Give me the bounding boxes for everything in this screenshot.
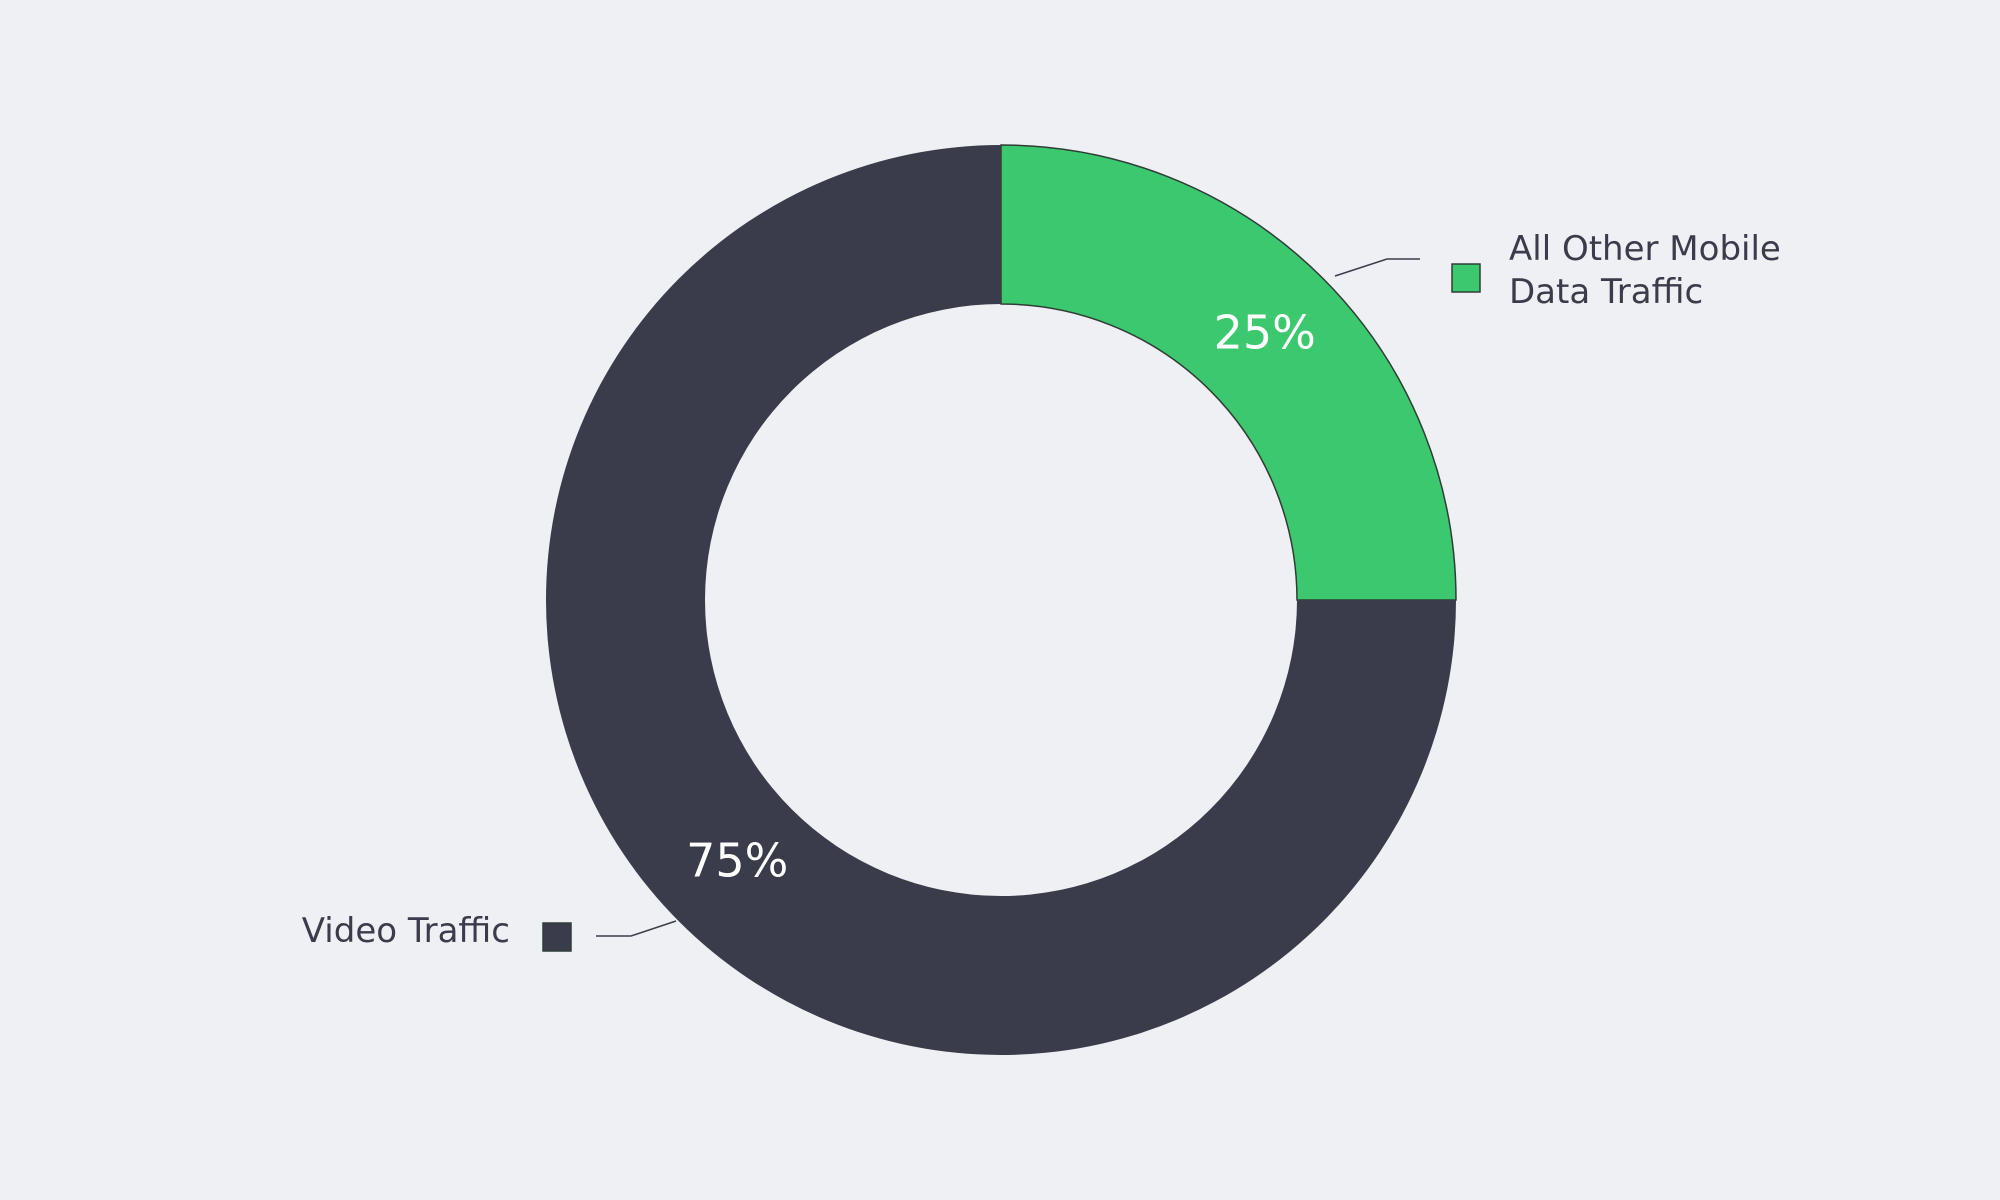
value-label: 25% (1214, 306, 1316, 360)
donut-slice (1000, 144, 1457, 601)
legend-swatch (542, 922, 572, 952)
leader-line (1334, 258, 1420, 277)
legend-label: Video Traffic (301, 911, 510, 951)
leader-line (596, 920, 677, 937)
value-label: 75% (686, 833, 788, 887)
donut-slice (546, 145, 1456, 1055)
legend-label: All Other Mobile Data Traffic (1509, 229, 1781, 312)
legend-swatch (1451, 263, 1481, 293)
